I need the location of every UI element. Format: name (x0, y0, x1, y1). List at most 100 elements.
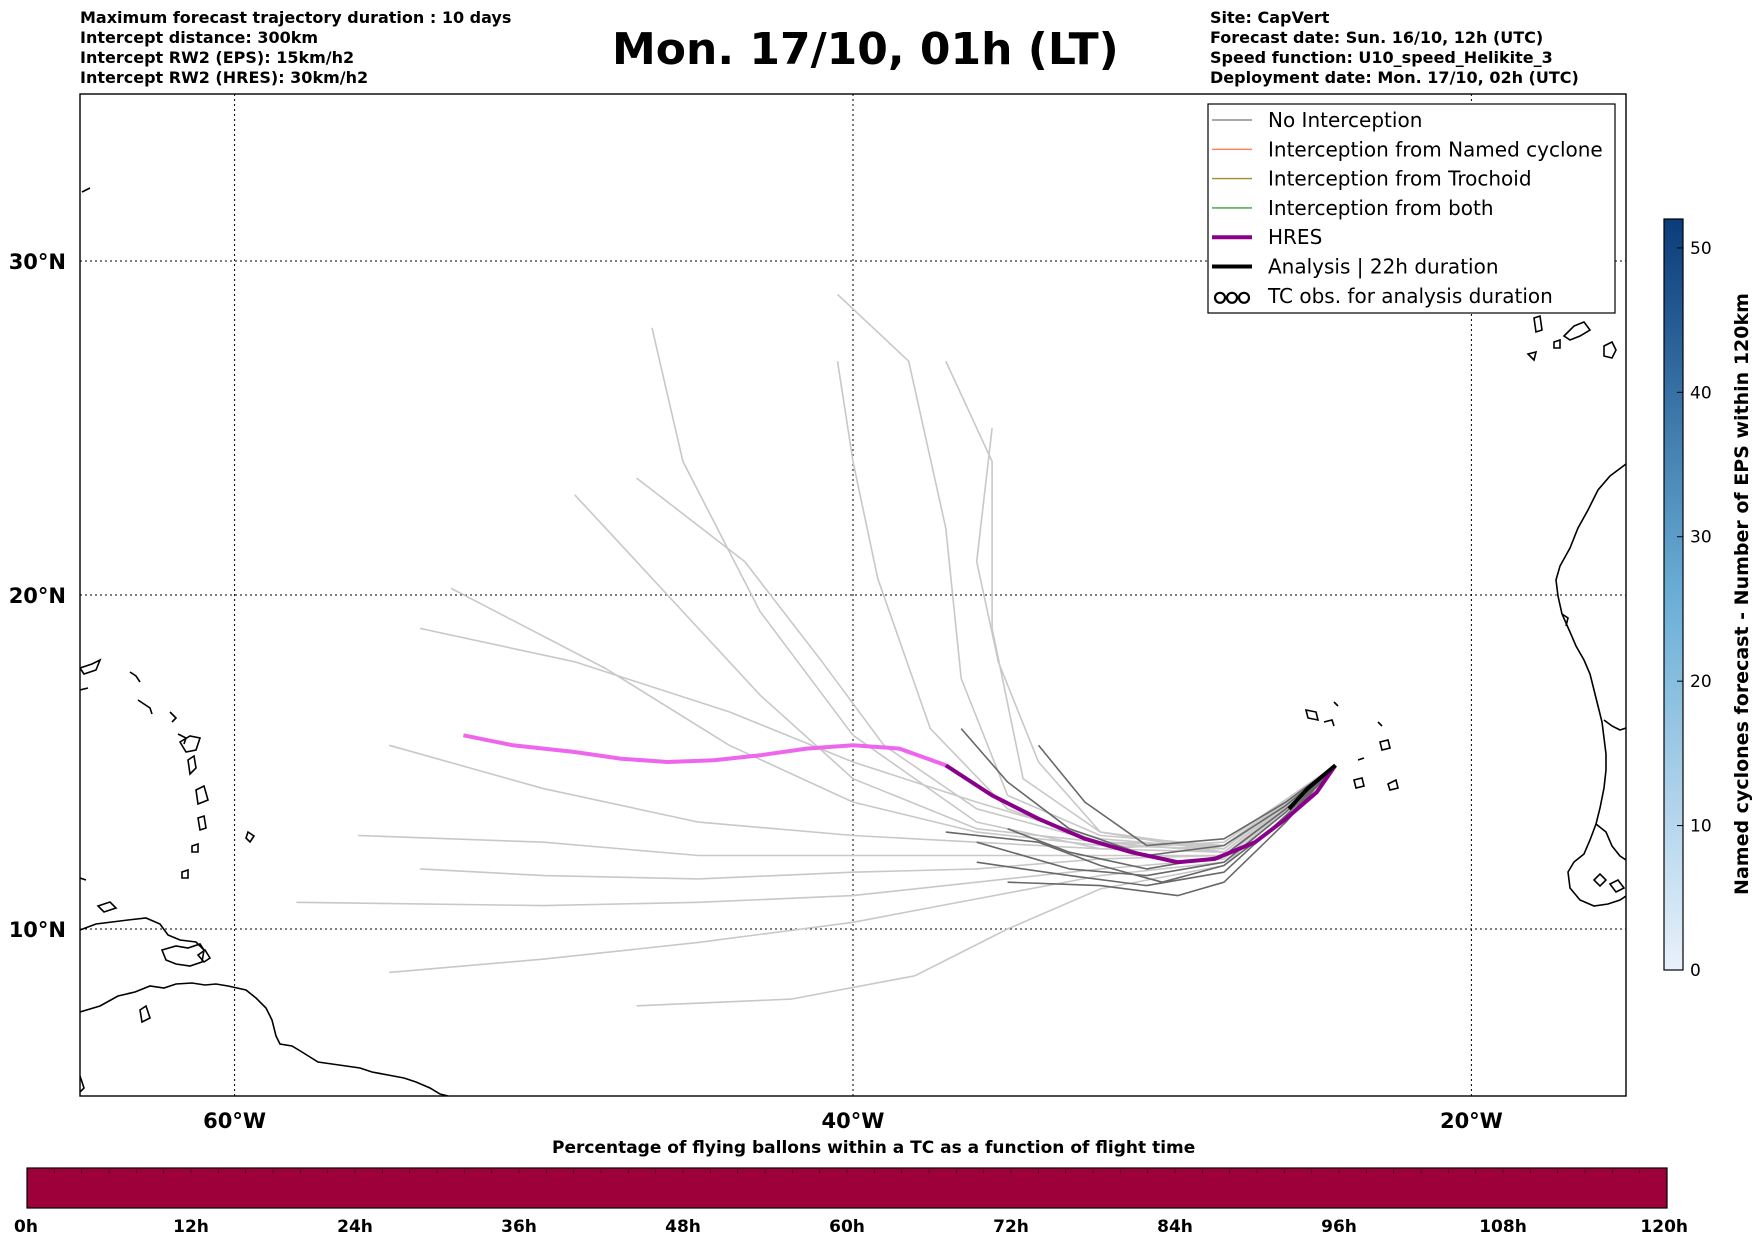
coast-south-america (80, 982, 449, 1096)
legend-cyclone-icon-0 (1213, 291, 1227, 304)
cbar-bottom-tick-label-4: 48h (665, 1217, 701, 1237)
coast-africa-islands (1592, 872, 1626, 894)
cyclone-count-colorbar: 0 10 20 30 40 50 Named cyclones forecast - Nu… (1663, 218, 1752, 981)
legend-cyclone-icon-2 (1237, 291, 1251, 304)
island-aruba (80, 877, 87, 881)
flight-time-colorbar-title: Percentage of flying ballons within a TC… (552, 1138, 1196, 1158)
lon-label-1: 40°W (822, 1109, 885, 1133)
island-cape-verde-8 (1333, 701, 1339, 707)
eps-track-dark-5 (1037, 744, 1336, 847)
eps-track-light-13 (420, 764, 1336, 880)
legend-label-2: Interception from Trochoid (1268, 167, 1532, 191)
latitude-tick-labels: 30°N 20°N 10°N (9, 250, 66, 942)
island-cape-verde-1 (1304, 708, 1320, 722)
flight-time-colorbar-fill (26, 1167, 1668, 1209)
flight-time-colorbar: 0h 12h 24h 36h 48h 60h 72h 84h 96h 108h 120h (14, 1167, 1688, 1237)
coast-south-america-east (80, 1075, 85, 1093)
eps-track-light-4 (574, 494, 1336, 847)
island-martinique (195, 784, 209, 806)
island-guadeloupe (178, 735, 202, 753)
cbar-bottom-tick-label-9: 108h (1479, 1217, 1527, 1237)
cbar-right-tick-label-1: 10 (1690, 817, 1712, 837)
legend-label-0: No Interception (1268, 108, 1422, 132)
lat-label-0: 30°N (9, 250, 66, 274)
island-small-caribbean (139, 1004, 151, 1024)
eps-track-light-11 (636, 477, 1336, 854)
cyclone-count-colorbar-fill (1663, 218, 1684, 971)
legend-label-6: TC obs. for analysis duration (1267, 284, 1553, 308)
cbar-bottom-tick-label-2: 24h (337, 1217, 373, 1237)
header-line-intercept-distance: Intercept distance: 300km (80, 28, 319, 47)
header-line-speed-function: Speed function: U10_speed_Helikite_3 (1210, 48, 1553, 67)
cbar-bottom-tick-label-6: 72h (993, 1217, 1029, 1237)
header-left-info: Maximum forecast trajectory duration : 1… (80, 8, 511, 88)
eps-track-light-9 (389, 764, 1336, 974)
cbar-bottom-tick-label-3: 36h (501, 1217, 537, 1237)
island-leeward-1 (169, 711, 178, 723)
analysis-track (1287, 763, 1337, 811)
island-barbados (245, 830, 256, 844)
island-cape-verde-7 (1357, 757, 1365, 761)
island-canary-4 (1526, 350, 1538, 362)
island-grenada (181, 868, 189, 879)
island-tobago (196, 948, 212, 964)
legend: No Interception Interception from Named c… (1207, 103, 1616, 314)
header-line-intercept-eps: Intercept RW2 (EPS): 15km/h2 (80, 48, 355, 67)
coast-africa-coast-b (1595, 823, 1626, 861)
eps-track-light-14 (975, 427, 1336, 854)
island-dominica (187, 754, 197, 776)
lat-label-2: 10°N (9, 918, 66, 942)
island-cape-verde-3 (1377, 721, 1383, 727)
cbar-bottom-tick-label-5: 60h (829, 1217, 865, 1237)
header-line-site: Site: CapVert (1210, 8, 1330, 27)
coast-venezuela-north (80, 917, 205, 951)
longitude-tick-labels: 60°W 40°W 20°W (203, 1109, 1503, 1133)
legend-cyclone-icon-1 (1225, 291, 1239, 304)
header-line-forecast-date: Forecast date: Sun. 16/10, 12h (UTC) (1210, 28, 1544, 47)
island-margarita (96, 901, 118, 913)
header-line-deployment-date: Deployment date: Mon. 17/10, 02h (UTC) (1210, 68, 1579, 87)
cbar-bottom-tick-label-1: 12h (173, 1217, 209, 1237)
legend-box (1207, 103, 1616, 314)
lat-label-1: 20°N (9, 584, 66, 608)
cyclone-count-colorbar-label: Named cyclones forecast - Number of EPS … (1731, 293, 1752, 895)
island-cape-verde-2 (1323, 719, 1335, 727)
lon-label-2: 20°W (1440, 1109, 1503, 1133)
island-vi-2 (137, 699, 153, 715)
island-st-vincent (191, 842, 199, 853)
map-plot-area (79, 93, 1627, 1097)
eps-tracks-no-interception (296, 293, 1336, 1007)
island-cape-verde-6 (1353, 777, 1365, 789)
island-cape-verde-4 (1379, 739, 1391, 751)
island-canary-2 (1562, 321, 1592, 341)
coast-africa (1555, 463, 1626, 907)
island-st-lucia (197, 814, 207, 832)
header-right-info: Site: CapVert Forecast date: Sun. 16/10,… (1210, 8, 1579, 88)
map-frame (79, 93, 1627, 1097)
legend-label-5: Analysis | 22h duration (1268, 255, 1499, 279)
cbar-bottom-tick-label-8: 96h (1321, 1217, 1357, 1237)
cbar-right-tick-label-2: 20 (1690, 672, 1712, 692)
legend-label-3: Interception from both (1268, 196, 1494, 220)
page-title: Mon. 17/10, 01h (LT) (612, 24, 1119, 75)
island-cape-verde-5 (1387, 778, 1399, 791)
lon-label-0: 60°W (203, 1109, 266, 1133)
header-line-max-duration: Maximum forecast trajectory duration : 1… (80, 8, 512, 27)
eps-track-light-2 (836, 293, 1336, 847)
island-canary-5 (1553, 338, 1561, 349)
island-canary-3 (1603, 340, 1617, 359)
hres-track-early (463, 733, 947, 768)
coast-trinidad (160, 943, 205, 967)
coastlines (80, 187, 1626, 1096)
eps-track-light-6 (388, 744, 1336, 854)
island-bermuda (81, 187, 91, 193)
eps-track-dark-2 (976, 764, 1336, 887)
legend-label-4: HRES (1268, 225, 1322, 249)
legend-label-1: Interception from Named cyclone (1268, 137, 1603, 161)
eps-track-light-12 (419, 627, 1336, 850)
hres-track (944, 763, 1338, 865)
cbar-right-tick-label-5: 50 (1690, 239, 1712, 259)
cbar-right-tick-label-4: 40 (1690, 383, 1712, 403)
header-line-intercept-hres: Intercept RW2 (HRES): 30km/h2 (80, 68, 369, 87)
